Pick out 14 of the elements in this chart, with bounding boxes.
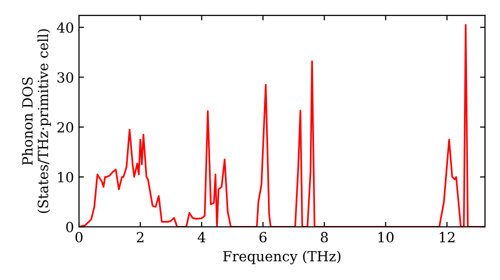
x-tick-label: 4 [198,232,206,242]
x-axis-title: Frequency (THz) [223,250,340,264]
x-tick-label: 8 [320,232,328,242]
x-tick-label: 6 [260,232,267,242]
x-tick-label: 2 [136,232,144,242]
y-tick-label: 10 [58,172,74,182]
x-tick-label: 10 [378,232,394,242]
y-tick-label: 0 [66,222,74,232]
y-tick-label: 30 [58,72,74,83]
x-tick-label: 12 [440,232,454,242]
x-tick-label: 0 [75,232,82,242]
y-axis-title: Phonon DOS (States/THz·primitive cell) [22,29,51,213]
y-tick-label: 40 [56,22,74,33]
y-tick-label: 20 [57,122,74,133]
